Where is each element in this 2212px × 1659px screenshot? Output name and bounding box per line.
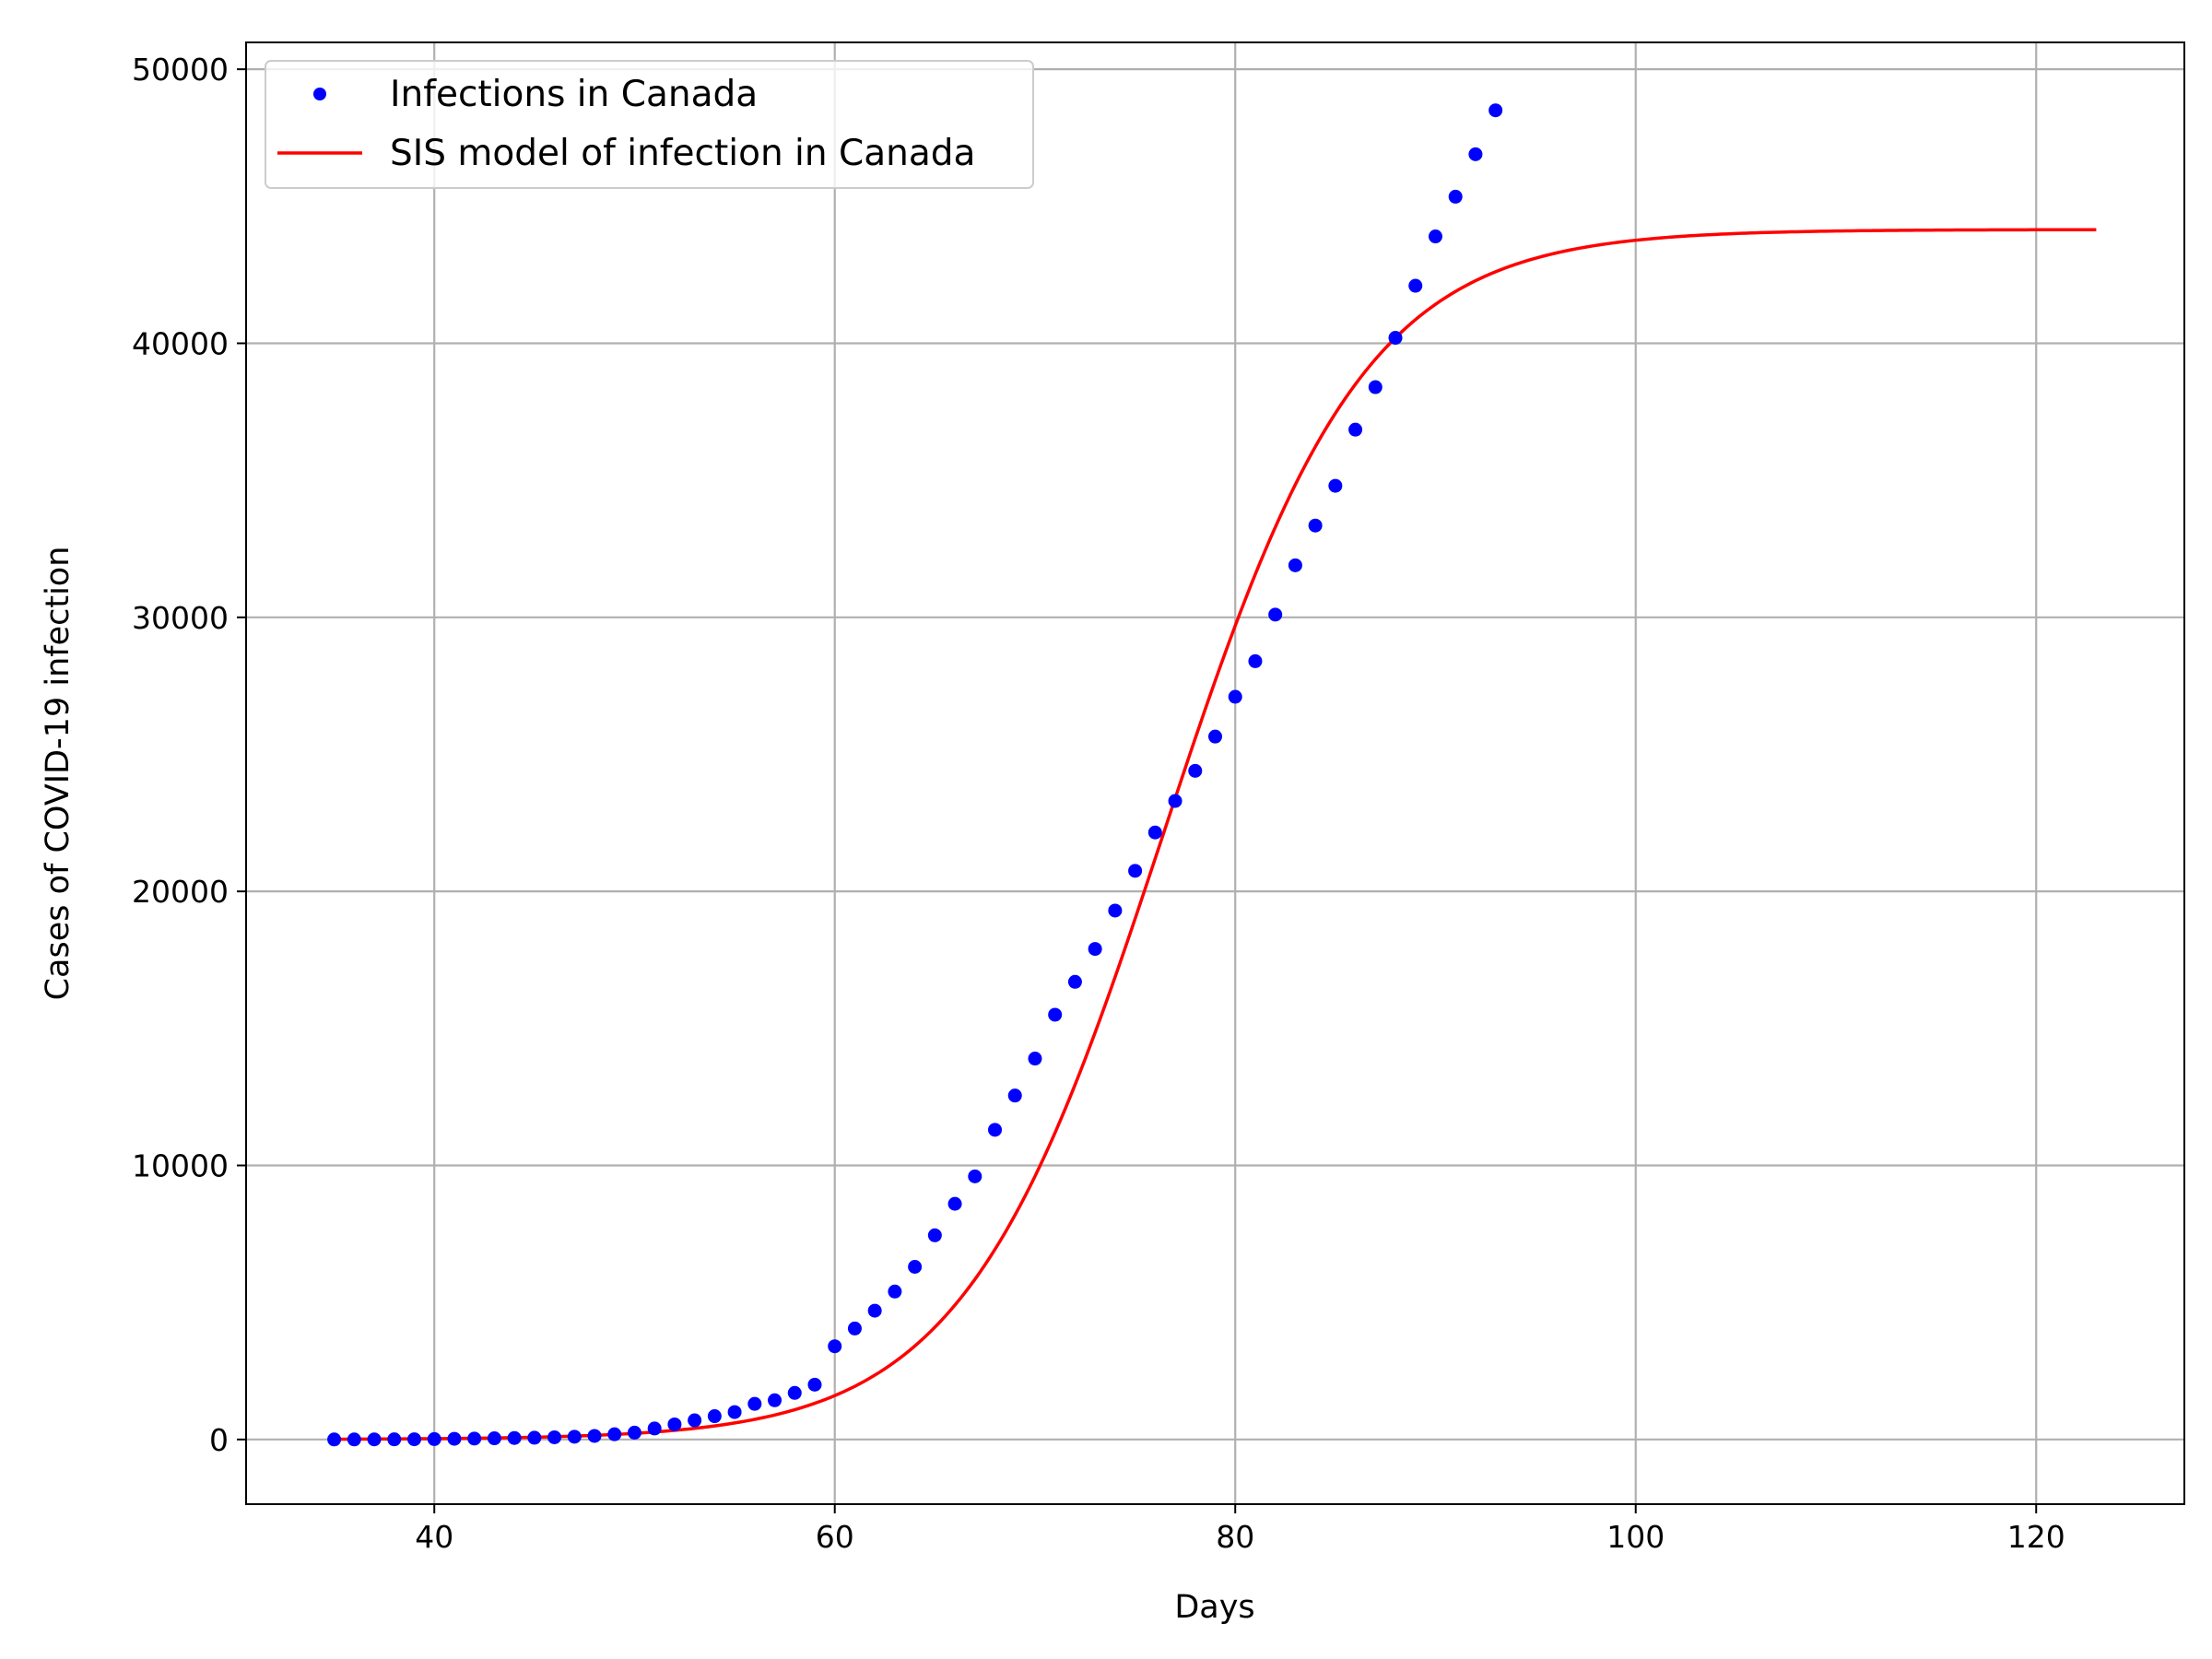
observed-point (387, 1432, 402, 1447)
observed-point (1228, 689, 1242, 704)
observed-point (1408, 278, 1423, 293)
observed-point (347, 1432, 361, 1447)
legend-box (265, 60, 1034, 189)
x-tick-label: 60 (816, 1519, 854, 1555)
x-tick-label: 100 (1606, 1519, 1665, 1555)
observed-point (406, 1432, 421, 1447)
y-tick-label: 50000 (132, 52, 229, 88)
observed-point (327, 1432, 342, 1447)
observed-point (787, 1385, 802, 1400)
observed-point (1288, 558, 1302, 572)
observed-point (1308, 518, 1323, 533)
observed-point (1188, 763, 1203, 778)
observed-point (467, 1431, 482, 1446)
observed-point (367, 1432, 382, 1447)
plot-area (327, 103, 2097, 1447)
observed-point (427, 1431, 441, 1446)
observed-point (1388, 331, 1403, 346)
legend: Infections in Canada SIS model of infect… (265, 60, 1034, 189)
legend-label-model: SIS model of infection in Canada (390, 133, 975, 174)
observed-point (547, 1430, 562, 1444)
observed-point (1108, 903, 1123, 918)
y-tick-label: 10000 (132, 1147, 229, 1183)
observed-point (947, 1196, 962, 1211)
observed-point (1007, 1088, 1022, 1103)
observed-point (807, 1377, 822, 1392)
observed-point (768, 1393, 782, 1407)
observed-point (487, 1431, 501, 1446)
observed-point (828, 1339, 842, 1354)
axes-frame (245, 41, 2185, 1505)
observed-point (627, 1425, 641, 1440)
observed-point (1488, 103, 1503, 118)
observed-point (707, 1409, 722, 1424)
observed-point (1208, 729, 1222, 744)
observed-point (447, 1431, 462, 1446)
observed-point (988, 1123, 1003, 1137)
x-tick-label: 80 (1216, 1519, 1254, 1555)
observed-point (688, 1413, 702, 1428)
observed-point (1368, 380, 1382, 394)
x-axis-label: Days (1174, 1589, 1254, 1626)
observed-point (927, 1228, 942, 1242)
observed-point (727, 1405, 742, 1419)
y-tick-label: 20000 (132, 874, 229, 910)
observed-point (1147, 825, 1162, 840)
legend-label-observed: Infections in Canada (390, 74, 758, 115)
observed-points (327, 103, 1503, 1447)
legend-marker-observed (313, 88, 326, 100)
observed-point (607, 1427, 622, 1441)
observed-point (527, 1430, 542, 1445)
x-axis-ticks: 40 60 80 100 120 (415, 1504, 2065, 1555)
y-axis-ticks: 0 10000 20000 30000 40000 50000 (132, 52, 246, 1458)
observed-point (1028, 1052, 1042, 1066)
observed-point (888, 1284, 902, 1299)
observed-point (647, 1421, 662, 1436)
observed-point (1168, 794, 1182, 808)
observed-point (667, 1417, 682, 1431)
x-tick-label: 120 (2007, 1519, 2065, 1555)
y-tick-label: 40000 (132, 325, 229, 361)
observed-point (847, 1321, 862, 1335)
observed-point (587, 1429, 602, 1443)
observed-point (1248, 653, 1263, 668)
observed-point (867, 1303, 882, 1318)
observed-point (908, 1260, 923, 1275)
observed-point (1268, 607, 1283, 622)
observed-point (968, 1169, 982, 1183)
observed-point (1468, 147, 1483, 161)
observed-point (1128, 864, 1143, 878)
observed-point (1428, 229, 1442, 244)
y-axis-label: Cases of COVID-19 infection (40, 547, 76, 1001)
observed-point (1067, 974, 1082, 989)
observed-point (567, 1430, 582, 1444)
x-tick-label: 40 (415, 1519, 453, 1555)
observed-point (1048, 1007, 1063, 1022)
observed-point (507, 1430, 522, 1445)
y-tick-label: 0 (209, 1422, 229, 1458)
observed-point (1448, 189, 1463, 204)
y-tick-label: 30000 (132, 600, 229, 636)
observed-point (747, 1396, 762, 1411)
observed-point (1088, 942, 1102, 957)
observed-point (1328, 478, 1343, 493)
observed-point (1348, 422, 1363, 437)
